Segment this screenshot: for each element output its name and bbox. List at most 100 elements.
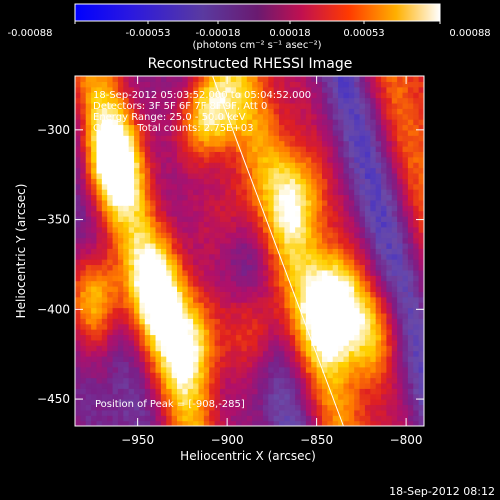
heatmap-cell <box>402 172 409 179</box>
heatmap-cell <box>177 356 183 362</box>
heatmap-cell <box>246 248 253 255</box>
heatmap-cell <box>418 102 424 109</box>
heatmap-cell <box>144 377 151 384</box>
heatmap-cell <box>246 404 253 411</box>
heatmap-cell <box>177 253 183 260</box>
heatmap-cell <box>305 194 312 201</box>
heatmap-cell <box>241 307 248 314</box>
heatmap-cell <box>187 86 194 93</box>
heatmap-cell <box>187 415 194 422</box>
heatmap-cell <box>123 382 130 389</box>
heatmap-cell <box>348 232 355 239</box>
heatmap-cell <box>171 146 178 152</box>
heatmap-cell <box>166 129 173 136</box>
heatmap-cell <box>209 339 216 346</box>
heatmap-cell <box>85 113 92 120</box>
heatmap-cell <box>300 124 307 131</box>
heatmap-cell <box>311 76 318 82</box>
heatmap-cell <box>128 124 135 131</box>
heatmap-cell <box>214 420 221 426</box>
heatmap-cell <box>268 404 275 411</box>
heatmap-cell <box>166 388 173 395</box>
heatmap-cell <box>236 377 243 384</box>
heatmap-cell <box>75 377 81 384</box>
heatmap-cell <box>252 409 259 416</box>
heatmap-cell <box>300 302 307 309</box>
heatmap-cell <box>311 264 318 271</box>
heatmap-cell <box>289 399 296 406</box>
heatmap-cell <box>246 226 253 233</box>
heatmap-cell <box>284 199 291 206</box>
heatmap-cell <box>171 124 178 131</box>
heatmap-cell <box>273 178 280 185</box>
info-peak: Position of Peak = [-908,-285] <box>95 399 245 410</box>
heatmap-cell <box>268 242 275 249</box>
heatmap-cell <box>214 178 221 185</box>
heatmap-cell <box>144 199 151 206</box>
heatmap-cell <box>177 216 183 222</box>
heatmap-cell <box>230 242 237 249</box>
heatmap-cell <box>209 172 216 179</box>
heatmap-cell <box>209 259 216 266</box>
heatmap-cell <box>386 226 393 233</box>
heatmap-cell <box>91 76 98 82</box>
heatmap-cell <box>381 178 388 185</box>
heatmap-cell <box>101 361 108 368</box>
heatmap-cell <box>252 86 259 93</box>
heatmap-cell <box>241 312 248 319</box>
heatmap-cell <box>257 312 264 319</box>
heatmap-cell <box>80 189 87 196</box>
heatmap-cell <box>386 291 393 298</box>
heatmap-cell <box>359 135 366 142</box>
heatmap-cell <box>316 97 323 104</box>
heatmap-cell <box>327 248 334 255</box>
heatmap-cell <box>343 269 350 276</box>
heatmap-cell <box>321 275 328 282</box>
heatmap-cell <box>160 404 167 411</box>
heatmap-cell <box>107 415 114 422</box>
heatmap-cell <box>128 339 135 346</box>
heatmap-cell <box>311 393 318 400</box>
heatmap-cell <box>123 339 130 346</box>
heatmap-cell <box>375 399 382 406</box>
heatmap-cell <box>144 119 151 126</box>
heatmap-cell <box>193 253 200 260</box>
heatmap-cell <box>289 189 296 196</box>
heatmap-cell <box>182 415 189 422</box>
heatmap-cell <box>187 259 194 266</box>
heatmap-cell <box>230 124 237 131</box>
heatmap-cell <box>284 409 291 416</box>
heatmap-cell <box>305 124 312 131</box>
heatmap-cell <box>279 178 285 185</box>
heatmap-cell <box>166 323 173 330</box>
heatmap-cell <box>160 199 167 206</box>
heatmap-cell <box>139 113 146 120</box>
heatmap-cell <box>225 86 232 93</box>
heatmap-cell <box>171 329 178 336</box>
heatmap-cell <box>354 334 361 341</box>
heatmap-cell <box>343 135 350 142</box>
heatmap-cell <box>305 199 312 206</box>
heatmap-cell <box>386 108 393 115</box>
heatmap-cell <box>128 404 135 411</box>
heatmap-cell <box>225 167 232 174</box>
heatmap-cell <box>386 156 393 163</box>
heatmap-cell <box>252 210 259 217</box>
heatmap-cell <box>219 291 226 298</box>
heatmap-cell <box>117 146 124 152</box>
heatmap-cell <box>359 151 366 158</box>
heatmap-cell <box>139 205 146 212</box>
heatmap-cell <box>316 205 323 212</box>
heatmap-cell <box>418 140 424 147</box>
heatmap-cell <box>182 162 189 169</box>
heatmap-cell <box>402 302 409 309</box>
heatmap-cell <box>91 361 98 368</box>
heatmap-cell <box>375 189 382 196</box>
heatmap-cell <box>348 329 355 336</box>
heatmap-cell <box>155 232 162 239</box>
heatmap-cell <box>289 210 296 217</box>
heatmap-cell <box>300 404 307 411</box>
heatmap-cell <box>327 242 334 249</box>
heatmap-cell <box>391 178 398 185</box>
heatmap-cell <box>397 420 404 426</box>
